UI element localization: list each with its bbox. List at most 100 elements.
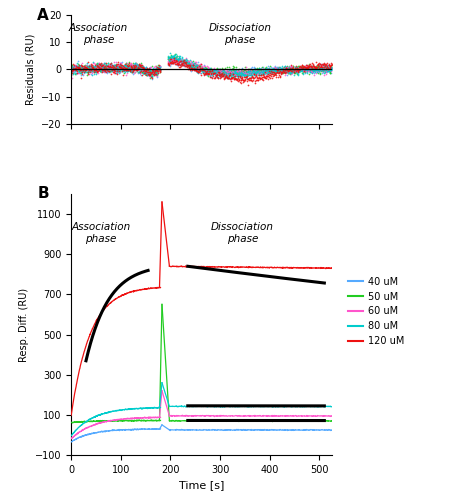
Point: [154, 66, 161, 74]
Point: [141, 64, 149, 72]
Point: [275, 68, 283, 76]
Point: [198, 65, 206, 73]
Point: [83, 68, 91, 76]
Point: [73, 63, 80, 71]
Point: [276, 66, 284, 74]
Point: [122, 62, 129, 70]
Point: [68, 62, 75, 70]
Point: [273, 68, 281, 76]
Point: [111, 67, 119, 75]
Point: [311, 63, 319, 71]
Point: [220, 70, 228, 78]
Point: [260, 70, 268, 78]
Point: [206, 72, 213, 80]
Point: [244, 66, 251, 74]
Point: [170, 51, 177, 59]
Point: [255, 69, 263, 77]
Point: [81, 65, 88, 73]
Point: [112, 66, 120, 74]
Point: [183, 56, 191, 64]
Point: [195, 66, 202, 74]
Point: [210, 70, 218, 78]
Point: [213, 71, 221, 79]
Point: [73, 64, 81, 72]
Point: [190, 59, 197, 67]
Point: [270, 70, 277, 78]
Point: [285, 63, 293, 71]
Point: [198, 64, 206, 72]
Point: [315, 66, 323, 74]
Point: [245, 67, 252, 75]
Point: [84, 64, 92, 72]
Point: [292, 68, 300, 76]
Point: [149, 68, 157, 76]
Point: [200, 64, 208, 72]
Point: [117, 62, 124, 70]
Point: [171, 54, 179, 62]
Point: [226, 68, 234, 76]
Point: [117, 60, 124, 68]
Point: [100, 63, 108, 71]
Point: [191, 62, 199, 70]
Point: [74, 63, 82, 71]
Point: [143, 66, 151, 74]
Point: [317, 63, 325, 71]
Point: [296, 65, 303, 73]
Point: [240, 72, 248, 80]
Point: [315, 66, 322, 74]
Point: [190, 62, 198, 70]
Point: [271, 66, 278, 74]
Point: [315, 60, 323, 68]
Point: [179, 61, 186, 69]
Point: [118, 59, 125, 67]
Point: [83, 64, 91, 72]
Point: [202, 68, 210, 76]
Point: [107, 63, 114, 71]
Point: [71, 68, 78, 76]
Point: [230, 70, 237, 78]
Point: [166, 55, 173, 63]
Point: [256, 65, 264, 73]
Point: [143, 68, 151, 76]
Point: [146, 66, 153, 74]
Point: [292, 64, 300, 72]
Point: [264, 66, 272, 74]
Point: [154, 70, 161, 78]
Point: [178, 58, 185, 66]
Point: [149, 72, 156, 80]
Point: [264, 66, 271, 74]
Point: [127, 62, 134, 70]
Point: [224, 68, 231, 76]
Point: [137, 68, 144, 76]
Point: [254, 68, 261, 76]
Point: [210, 66, 218, 74]
Point: [103, 62, 111, 70]
Point: [260, 69, 267, 77]
Point: [242, 76, 249, 84]
Point: [102, 62, 109, 70]
Point: [261, 66, 269, 74]
Point: [274, 63, 282, 71]
Point: [111, 62, 119, 70]
Point: [223, 66, 231, 74]
Point: [220, 66, 228, 74]
Point: [110, 66, 118, 74]
Point: [287, 64, 295, 72]
Point: [255, 69, 263, 77]
Point: [300, 67, 307, 75]
Point: [88, 66, 96, 74]
Point: [123, 63, 130, 71]
Point: [234, 74, 241, 82]
Point: [71, 65, 79, 73]
Point: [195, 67, 202, 75]
Point: [166, 49, 174, 57]
Point: [83, 62, 91, 70]
Point: [321, 62, 329, 70]
Point: [186, 62, 194, 70]
Point: [319, 64, 327, 72]
Point: [177, 52, 184, 60]
Point: [325, 66, 333, 74]
Point: [293, 68, 301, 76]
Point: [176, 56, 183, 64]
Point: [276, 68, 283, 76]
